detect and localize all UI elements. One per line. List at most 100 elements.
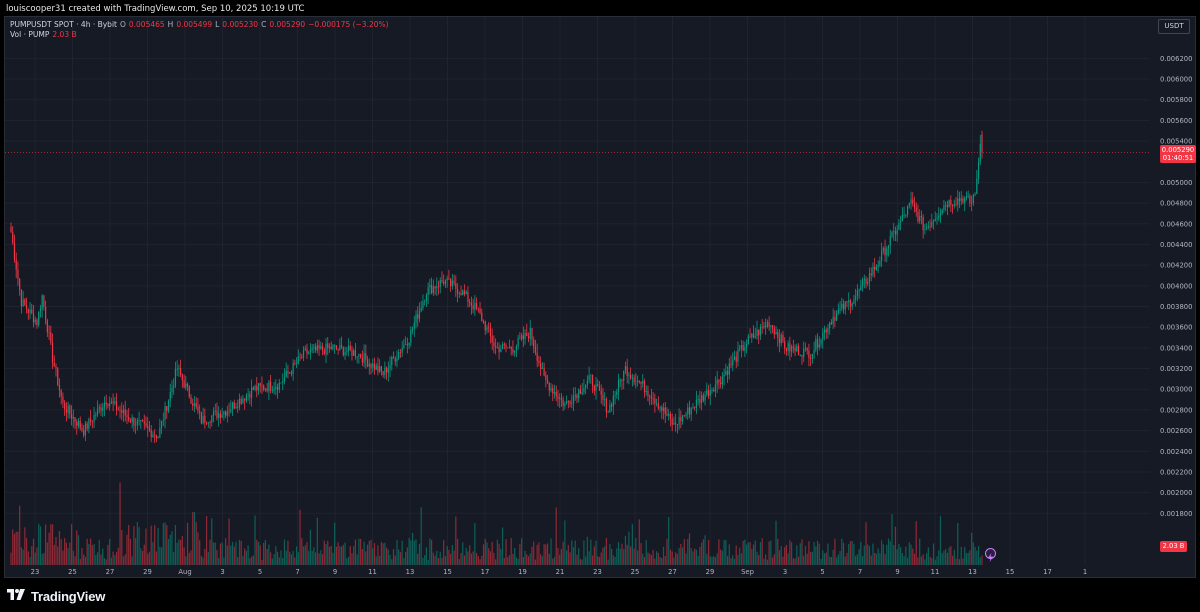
volume-bar — [398, 549, 400, 565]
volume-bar — [316, 517, 318, 565]
candle-body — [588, 375, 590, 381]
candle-body — [695, 399, 698, 408]
volume-bar — [945, 549, 947, 565]
candle-body — [721, 376, 723, 385]
symbol-title[interactable]: PUMPUSDT SPOT · 4h · Bybit — [10, 20, 117, 29]
candle-body — [437, 286, 440, 288]
candle-body — [70, 413, 73, 419]
candle-body — [917, 211, 919, 222]
candle-body — [796, 346, 798, 351]
tradingview-footer[interactable]: TradingView — [6, 586, 105, 606]
price-chart[interactable]: 0.006200 0.006000 0.005800 0.005600 0.005400… — [5, 17, 1195, 577]
volume-bar — [913, 553, 916, 565]
candle-body — [159, 427, 161, 437]
candle-body — [881, 251, 883, 262]
candle-body — [725, 371, 727, 375]
volume-bar — [543, 544, 545, 565]
volume-bar — [57, 546, 59, 565]
volume-bar — [827, 543, 829, 565]
candle-body — [803, 348, 805, 357]
candle-body — [268, 381, 270, 392]
candle-body — [162, 420, 164, 421]
candle-body — [977, 161, 980, 179]
x-tick-label: 5 — [258, 568, 262, 576]
candle-body — [687, 407, 689, 414]
volume-bar — [448, 549, 450, 565]
candle-body — [752, 333, 755, 338]
candle-body — [266, 388, 268, 392]
candle-body — [758, 329, 760, 336]
candle-body — [671, 418, 673, 425]
lightning-marker-icon[interactable] — [985, 548, 996, 562]
currency-button[interactable]: USDT — [1158, 19, 1190, 34]
volume-bar — [704, 535, 706, 565]
volume-bar — [659, 556, 661, 565]
volume-bar — [207, 551, 209, 565]
volume-bar — [917, 557, 919, 565]
volume-bar — [451, 544, 453, 565]
candle-body — [398, 352, 400, 359]
candle-body — [287, 371, 289, 374]
volume-bar — [765, 554, 767, 565]
candle-body — [325, 343, 327, 355]
candle-body — [292, 362, 294, 374]
volume-bar — [520, 538, 523, 565]
volume-bar — [910, 544, 912, 565]
volume-bar — [162, 523, 164, 565]
candle-body — [576, 394, 578, 399]
volume-bar — [105, 559, 107, 565]
candle-body — [642, 380, 644, 384]
volume-bar — [271, 558, 273, 565]
candle-body — [938, 215, 940, 218]
volume-bar — [385, 547, 388, 565]
candle-body — [105, 402, 107, 405]
candle-body — [661, 407, 663, 411]
volume-label[interactable]: Vol · PUMP — [10, 30, 50, 39]
volume-bar — [114, 555, 116, 565]
candle-body — [559, 398, 561, 400]
candle-body — [143, 421, 145, 424]
volume-bar — [791, 542, 793, 565]
candle-body — [242, 398, 244, 404]
candle-body — [115, 401, 118, 410]
volume-bar — [211, 518, 213, 565]
volume-bar — [830, 556, 833, 565]
volume-bar — [360, 538, 362, 565]
candle-body — [408, 342, 410, 346]
candle-body — [301, 357, 303, 359]
volume-bar — [46, 542, 48, 565]
candle-body — [289, 372, 291, 374]
candle-body — [593, 385, 595, 391]
chart-pane[interactable]: 0.006200 0.006000 0.005800 0.005600 0.005400… — [4, 16, 1196, 578]
candle-body — [538, 360, 540, 364]
open-value: 0.005465 — [128, 20, 165, 29]
volume-bar — [901, 553, 903, 565]
candle-body — [711, 389, 713, 391]
volume-bar — [782, 556, 784, 565]
volume-bar — [759, 542, 762, 565]
candle-body — [543, 367, 545, 376]
candle-body — [228, 411, 230, 413]
candle-body — [816, 339, 819, 348]
volume-bar — [623, 549, 625, 565]
volume-bar — [654, 558, 656, 565]
candle-body — [865, 278, 867, 284]
candle-body — [373, 363, 376, 370]
volume-bar — [642, 553, 644, 565]
volume-bar — [53, 544, 55, 565]
volume-bar — [730, 558, 732, 565]
volume-bar — [36, 547, 38, 565]
candle-body — [375, 365, 377, 370]
candle-body — [794, 347, 796, 351]
volume-bar — [462, 542, 464, 565]
volume-bar — [456, 538, 459, 565]
candle-body — [922, 216, 924, 231]
volume-bar — [728, 544, 730, 565]
candle-body — [650, 396, 653, 399]
candle-body — [610, 404, 613, 407]
volume-bar — [936, 556, 938, 565]
volume-bar — [384, 542, 386, 565]
volume-bar — [15, 531, 17, 565]
volume-bar — [335, 546, 338, 565]
volume-bar — [706, 553, 708, 565]
